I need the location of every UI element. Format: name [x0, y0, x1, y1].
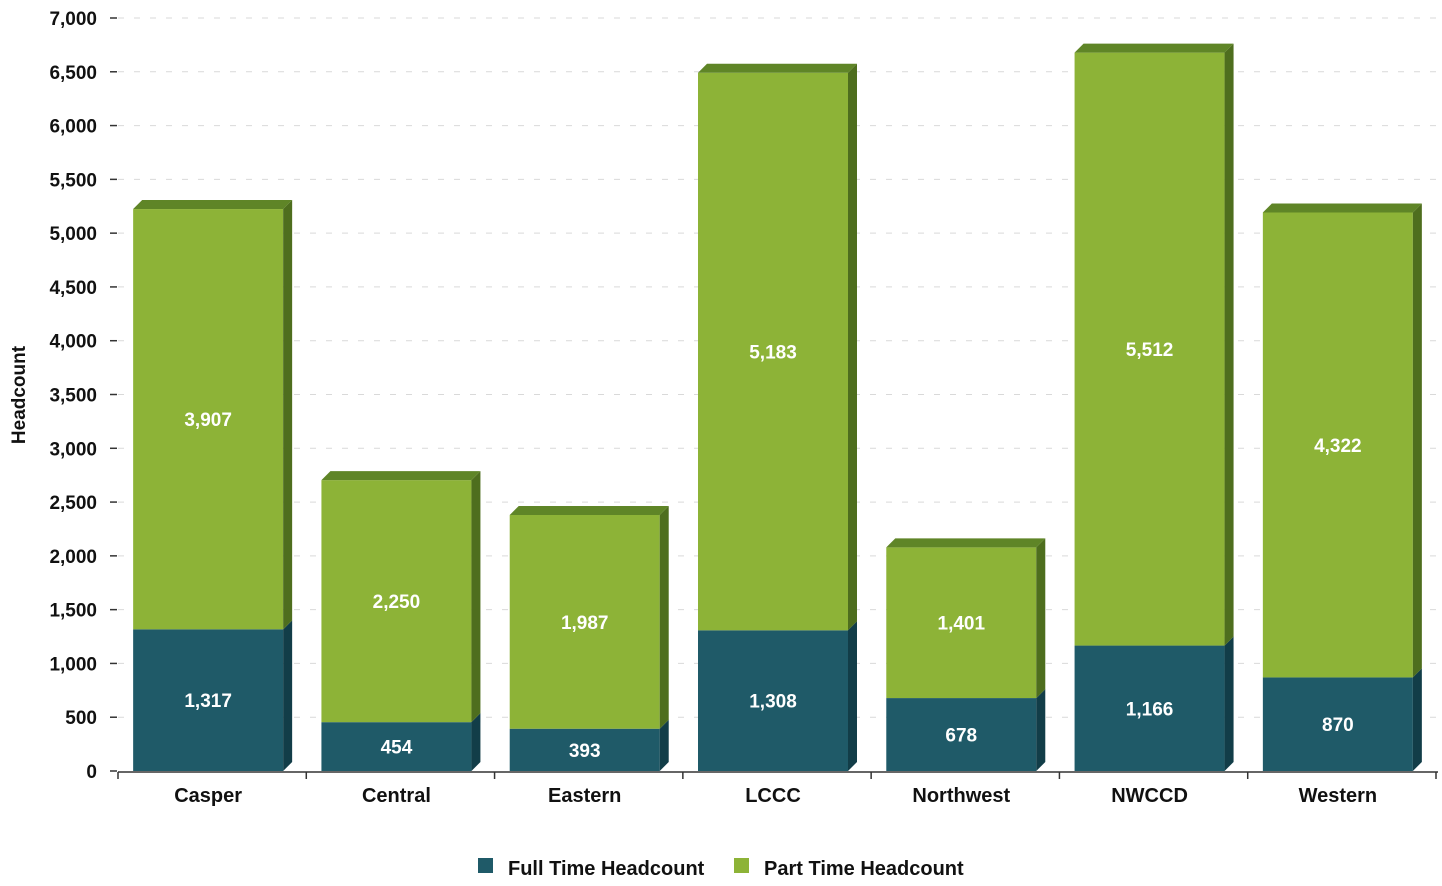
- bar-part-time-nwccd: [1074, 52, 1225, 646]
- bar-full-time-nwccd: [1074, 645, 1225, 771]
- y-tick-label: 0: [86, 762, 97, 783]
- bar-part-time-lccc: [698, 72, 848, 631]
- x-category-label: Eastern: [548, 785, 621, 807]
- y-tick-label: 500: [65, 708, 97, 729]
- bar-side-part-time: [1224, 43, 1234, 646]
- bar-side-part-time: [1036, 538, 1046, 699]
- bar-full-time-casper: [133, 629, 284, 771]
- y-tick-label: 4,500: [49, 278, 97, 299]
- bar-top: [886, 538, 1046, 548]
- bar-part-time-western: [1262, 212, 1413, 678]
- bar-full-time-eastern: [509, 728, 660, 771]
- axes: 0 500 1,000 1,500 2,000 2,500 3,000 3,500 4,000 4…: [49, 9, 1438, 807]
- x-category-label: Central: [362, 785, 431, 807]
- data-label-full-time: 678: [945, 726, 977, 747]
- bar-side-part-time: [1412, 203, 1422, 678]
- y-tick-label: 1,500: [49, 601, 97, 622]
- data-label-full-time: 1,308: [749, 692, 797, 713]
- bar-side-part-time: [283, 200, 293, 630]
- bar-full-time-western: [1262, 677, 1413, 771]
- bar-part-time-northwest: [886, 547, 1037, 699]
- bar-part-time-central: [321, 480, 472, 723]
- bar-side-full-time: [848, 621, 857, 771]
- bar-top: [698, 63, 857, 73]
- bar-part-time-eastern: [509, 514, 660, 729]
- data-label-full-time: 870: [1322, 715, 1354, 736]
- bar-side-full-time: [283, 620, 293, 771]
- y-tick-label: 5,000: [49, 224, 97, 245]
- bar-top: [509, 505, 669, 515]
- bar-top: [321, 471, 481, 481]
- bar-top: [1262, 203, 1422, 213]
- bar-side-full-time: [1412, 668, 1422, 771]
- bar-full-time-northwest: [886, 698, 1037, 771]
- bar-top: [133, 200, 293, 210]
- data-label-part-time: 1,987: [561, 613, 609, 634]
- bar-top: [1074, 43, 1234, 53]
- y-tick-label: 3,000: [49, 439, 97, 460]
- y-tick-label: 2,500: [49, 493, 97, 514]
- bar-side-part-time: [848, 63, 857, 631]
- y-tick-label: 6,500: [49, 63, 97, 84]
- data-labels: 1,317 3,907 454 2,250 393 1,987 1,308 5,183 678 1…: [184, 340, 1361, 762]
- x-category-label: Northwest: [912, 785, 1010, 807]
- data-label-part-time: 3,907: [184, 410, 232, 431]
- bar-side-full-time: [471, 713, 481, 771]
- x-category-label: LCCC: [745, 785, 801, 807]
- data-label-part-time: 5,183: [749, 343, 797, 364]
- y-tick-label: 4,000: [49, 332, 97, 353]
- y-tick-label: 5,500: [49, 170, 97, 191]
- data-label-part-time: 4,322: [1314, 436, 1362, 457]
- legend-label: Part Time Headcount: [764, 858, 964, 880]
- data-label-part-time: 2,250: [373, 592, 421, 613]
- x-category-label: Casper: [174, 785, 242, 807]
- bar-full-time-central: [321, 722, 472, 771]
- bar-side-full-time: [1224, 636, 1234, 771]
- bar-side-full-time: [1036, 689, 1046, 771]
- data-label-part-time: 1,401: [938, 614, 986, 635]
- bar-side-part-time: [659, 505, 669, 729]
- y-axis-title: Headcount: [9, 345, 30, 444]
- x-category-label: NWCCD: [1111, 785, 1188, 807]
- bar-side-part-time: [471, 471, 481, 723]
- y-tick-label: 3,500: [49, 386, 97, 407]
- legend-swatch: [734, 858, 749, 873]
- y-tick-label: 1,000: [49, 654, 97, 675]
- legend-swatch: [478, 858, 493, 873]
- x-category-label: Western: [1299, 785, 1378, 807]
- data-label-part-time: 5,512: [1126, 340, 1174, 361]
- bars: [133, 43, 1422, 771]
- bar-part-time-casper: [133, 209, 284, 630]
- data-label-full-time: 1,317: [184, 691, 232, 712]
- y-tick-label: 7,000: [49, 9, 97, 30]
- bar-side-full-time: [659, 719, 669, 771]
- data-label-full-time: 454: [381, 738, 413, 759]
- legend: Full Time Headcount Part Time Headcount: [478, 858, 964, 880]
- bar-full-time-lccc: [698, 630, 848, 771]
- data-label-full-time: 1,166: [1126, 699, 1174, 720]
- y-tick-label: 2,000: [49, 547, 97, 568]
- legend-label: Full Time Headcount: [508, 858, 705, 880]
- data-label-full-time: 393: [569, 741, 601, 762]
- y-tick-label: 6,000: [49, 117, 97, 138]
